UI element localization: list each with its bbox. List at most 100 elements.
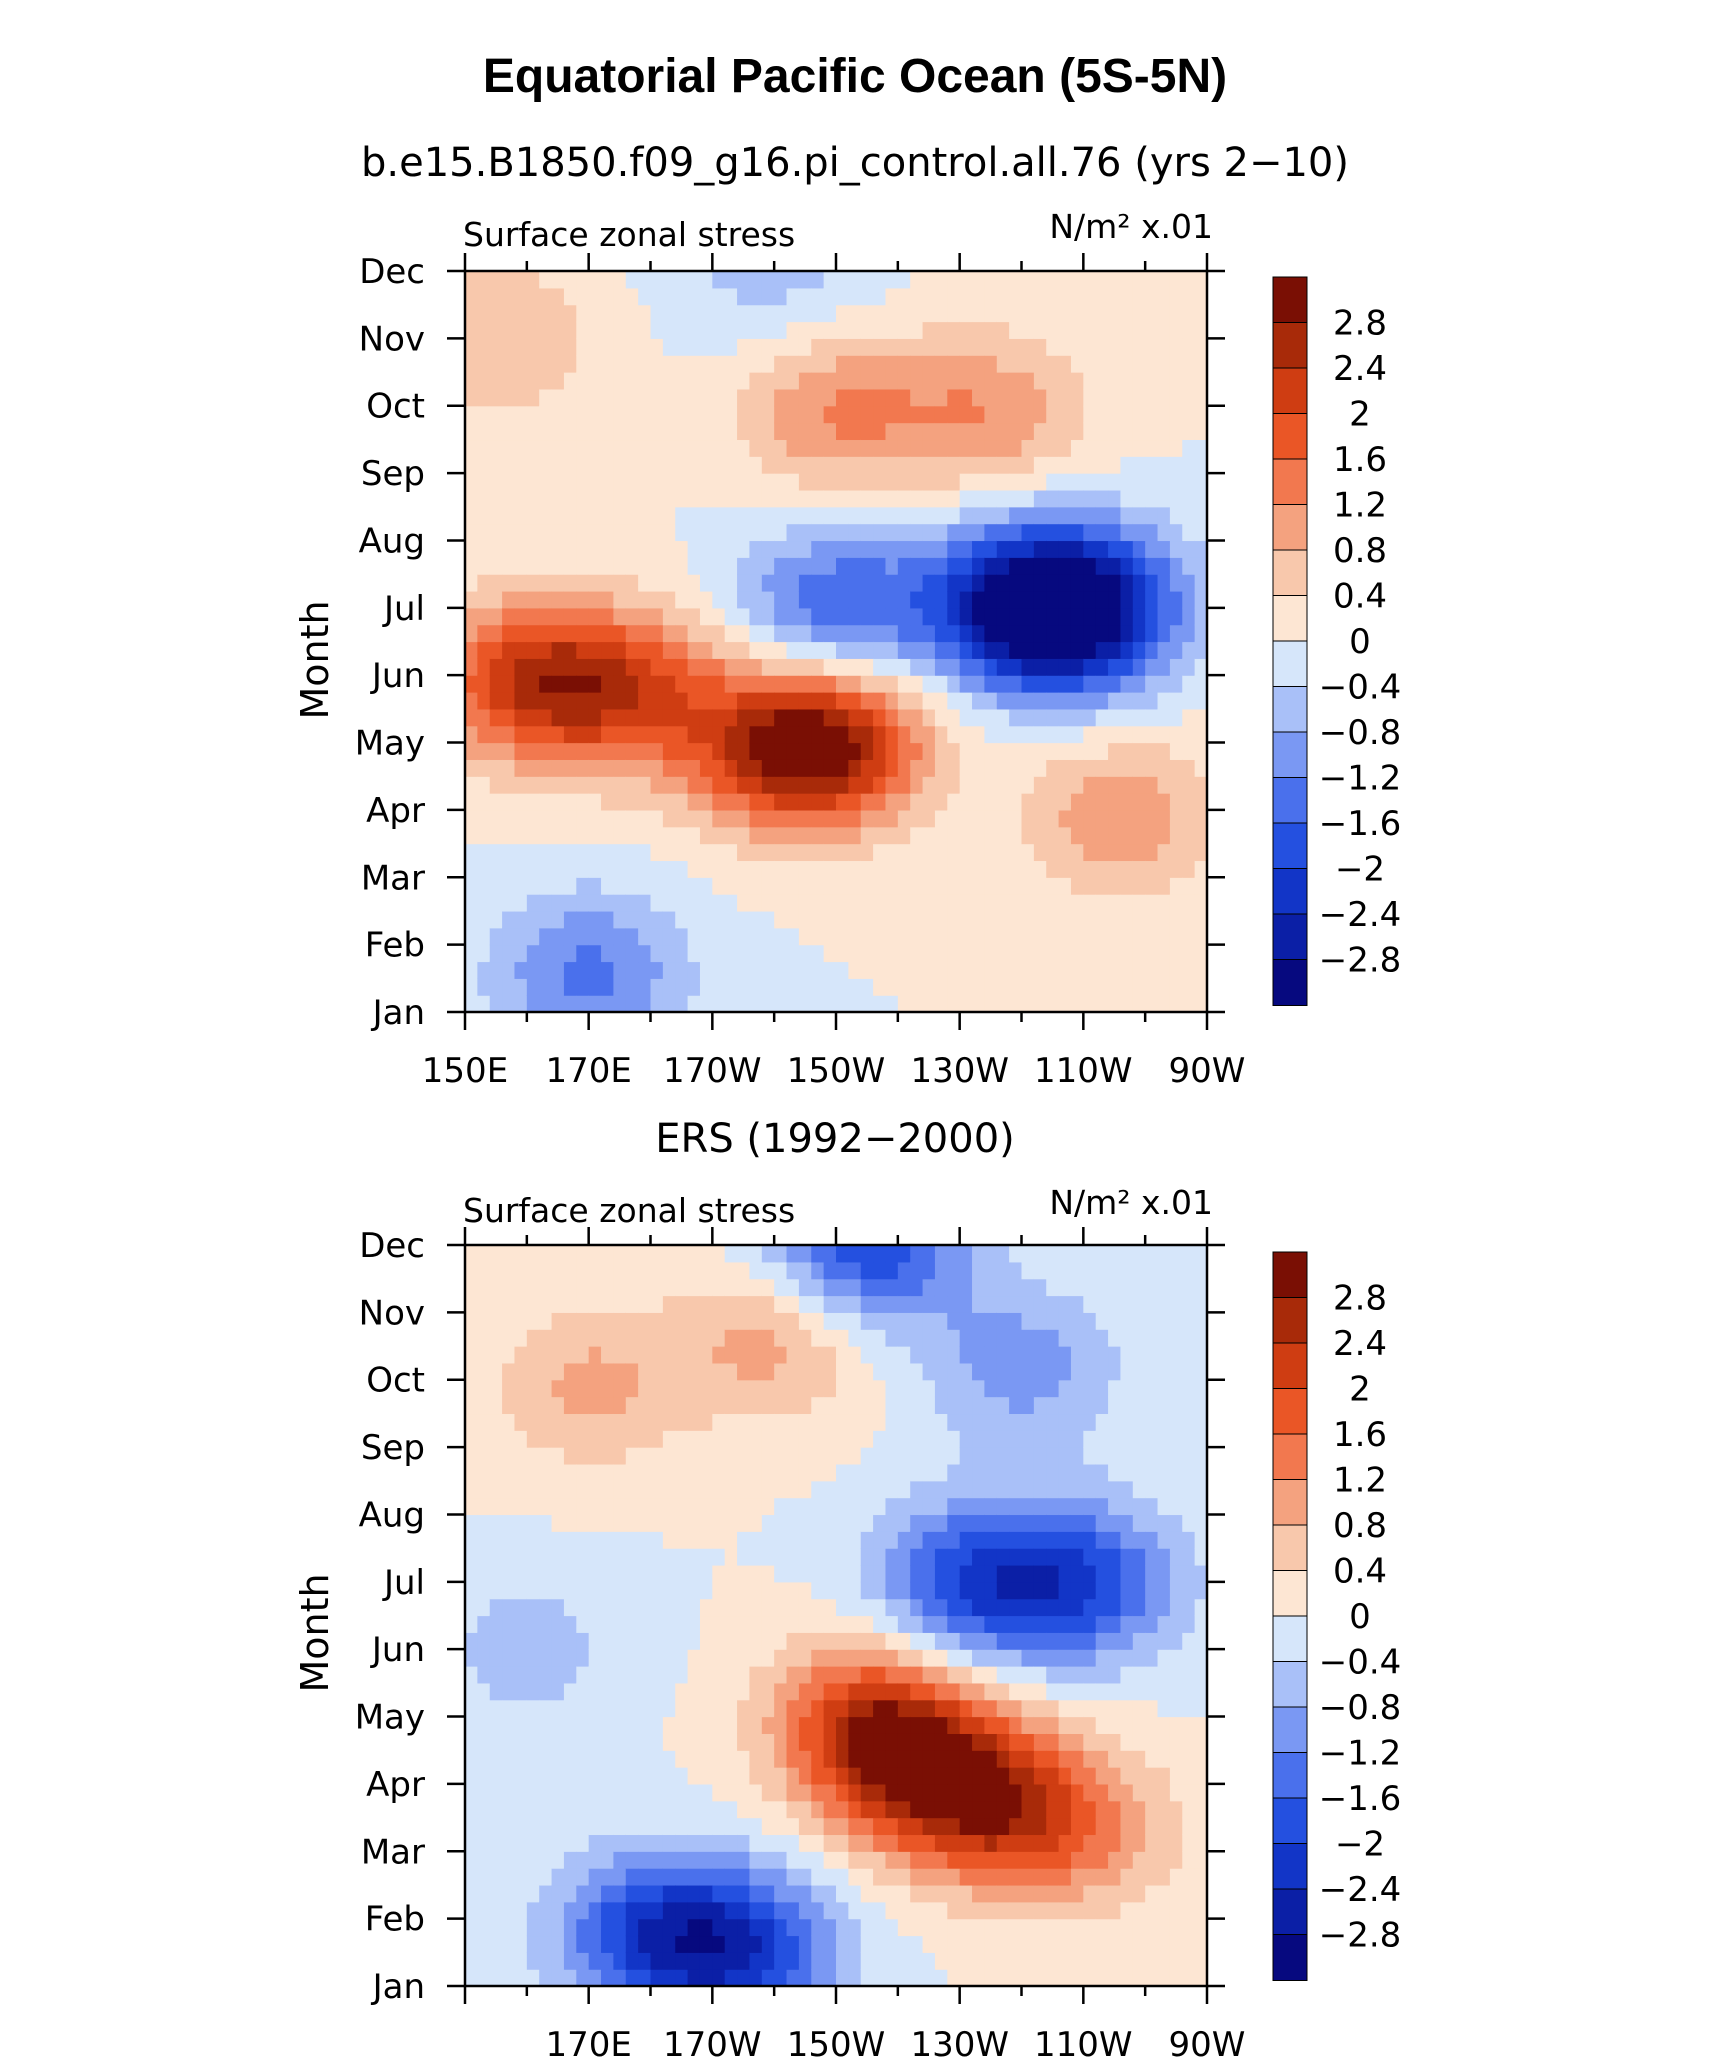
- contour-cell: [898, 1397, 911, 1414]
- contour-cell: [898, 1616, 911, 1633]
- contour-cell: [1009, 372, 1022, 389]
- contour-cell: [688, 776, 701, 793]
- contour-cell: [836, 658, 849, 675]
- contour-cell: [1009, 1481, 1022, 1498]
- contour-cell: [1046, 1531, 1059, 1548]
- contour-cell: [984, 945, 997, 962]
- contour-cell: [527, 574, 540, 591]
- contour-cell: [613, 1498, 626, 1515]
- contour-cell: [700, 1582, 713, 1599]
- contour-cell: [552, 1801, 565, 1818]
- contour-cell: [1009, 540, 1022, 557]
- contour-cell: [675, 1700, 688, 1717]
- contour-cell: [1034, 1666, 1047, 1683]
- contour-cell: [1022, 456, 1035, 473]
- contour-cell: [1096, 507, 1109, 524]
- contour-cell: [824, 860, 837, 877]
- contour-cell: [601, 389, 614, 406]
- contour-cell: [477, 642, 490, 659]
- contour-cell: [1120, 574, 1133, 591]
- contour-cell: [1133, 759, 1146, 776]
- contour-cell: [923, 1632, 936, 1649]
- contour-cell: [1096, 574, 1109, 591]
- contour-cell: [935, 894, 948, 911]
- contour-cell: [688, 305, 701, 322]
- contour-cell: [1022, 894, 1035, 911]
- contour-cell: [762, 1717, 775, 1734]
- contour-cell: [1170, 473, 1183, 490]
- contour-cell: [564, 1902, 577, 1919]
- contour-cell: [787, 743, 800, 760]
- contour-cell: [836, 844, 849, 861]
- contour-cell: [1071, 1481, 1084, 1498]
- contour-cell: [700, 1531, 713, 1548]
- contour-cell: [601, 894, 614, 911]
- contour-cell: [873, 1733, 886, 1750]
- contour-cell: [490, 625, 503, 642]
- contour-cell: [675, 1717, 688, 1734]
- contour-cell: [626, 1531, 639, 1548]
- contour-cell: [737, 911, 750, 928]
- contour-cell: [490, 1885, 503, 1902]
- contour-cell: [811, 860, 824, 877]
- contour-cell: [663, 1430, 676, 1447]
- contour-cell: [972, 1464, 985, 1481]
- contour-cell: [885, 271, 898, 288]
- contour-cell: [1182, 305, 1195, 322]
- contour-cell: [1046, 1632, 1059, 1649]
- contour-cell: [477, 305, 490, 322]
- contour-cell: [626, 1245, 639, 1262]
- contour-cell: [663, 928, 676, 945]
- contour-cell: [787, 389, 800, 406]
- contour-cell: [712, 322, 725, 339]
- contour-cell: [947, 1262, 960, 1279]
- contour-cell: [1145, 406, 1158, 423]
- contour-cell: [898, 658, 911, 675]
- contour-cell: [601, 1868, 614, 1885]
- contour-cell: [873, 456, 886, 473]
- contour-cell: [1046, 1767, 1059, 1784]
- contour-cell: [725, 995, 738, 1012]
- contour-cell: [514, 978, 527, 995]
- contour-cell: [514, 793, 527, 810]
- contour-cell: [972, 1363, 985, 1380]
- contour-cell: [762, 1649, 775, 1666]
- contour-cell: [1096, 271, 1109, 288]
- contour-cell: [848, 1514, 861, 1531]
- contour-cell: [997, 1548, 1010, 1565]
- contour-cell: [477, 675, 490, 692]
- contour-cell: [811, 827, 824, 844]
- contour-cell: [552, 844, 565, 861]
- contour-cell: [1059, 945, 1072, 962]
- contour-cell: [737, 1834, 750, 1851]
- contour-cell: [514, 1514, 527, 1531]
- contour-cell: [947, 338, 960, 355]
- contour-cell: [848, 574, 861, 591]
- contour-cell: [1108, 759, 1121, 776]
- contour-cell: [712, 1329, 725, 1346]
- contour-cell: [725, 928, 738, 945]
- contour-cell: [910, 1296, 923, 1313]
- contour-cell: [651, 490, 664, 507]
- contour-cell: [477, 1750, 490, 1767]
- contour-cell: [947, 1329, 960, 1346]
- contour-cell: [923, 759, 936, 776]
- contour-cell: [1182, 389, 1195, 406]
- contour-cell: [873, 675, 886, 692]
- contour-cell: [1182, 355, 1195, 372]
- contour-cell: [1059, 776, 1072, 793]
- contour-cell: [762, 1632, 775, 1649]
- contour-cell: [947, 1733, 960, 1750]
- contour-cell: [737, 1548, 750, 1565]
- contour-cell: [737, 1296, 750, 1313]
- contour-cell: [848, 1413, 861, 1430]
- contour-cell: [663, 759, 676, 776]
- contour-cell: [552, 1346, 565, 1363]
- contour-cell: [712, 423, 725, 440]
- contour-cell: [1022, 1935, 1035, 1952]
- contour-cell: [885, 928, 898, 945]
- contour-cell: [1182, 776, 1195, 793]
- contour-cell: [861, 961, 874, 978]
- contour-cell: [873, 1649, 886, 1666]
- contour-cell: [1170, 456, 1183, 473]
